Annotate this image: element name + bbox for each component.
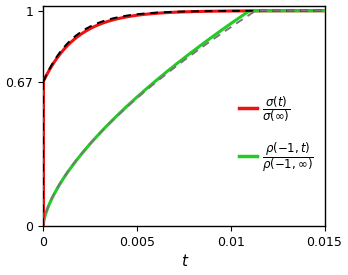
X-axis label: t: t <box>181 254 187 270</box>
Legend: $\dfrac{\sigma(t)}{\sigma(\infty)}$, $\dfrac{\rho(-1,t)}{\rho(-1,\infty)}$: $\dfrac{\sigma(t)}{\sigma(\infty)}$, $\d… <box>234 89 319 178</box>
